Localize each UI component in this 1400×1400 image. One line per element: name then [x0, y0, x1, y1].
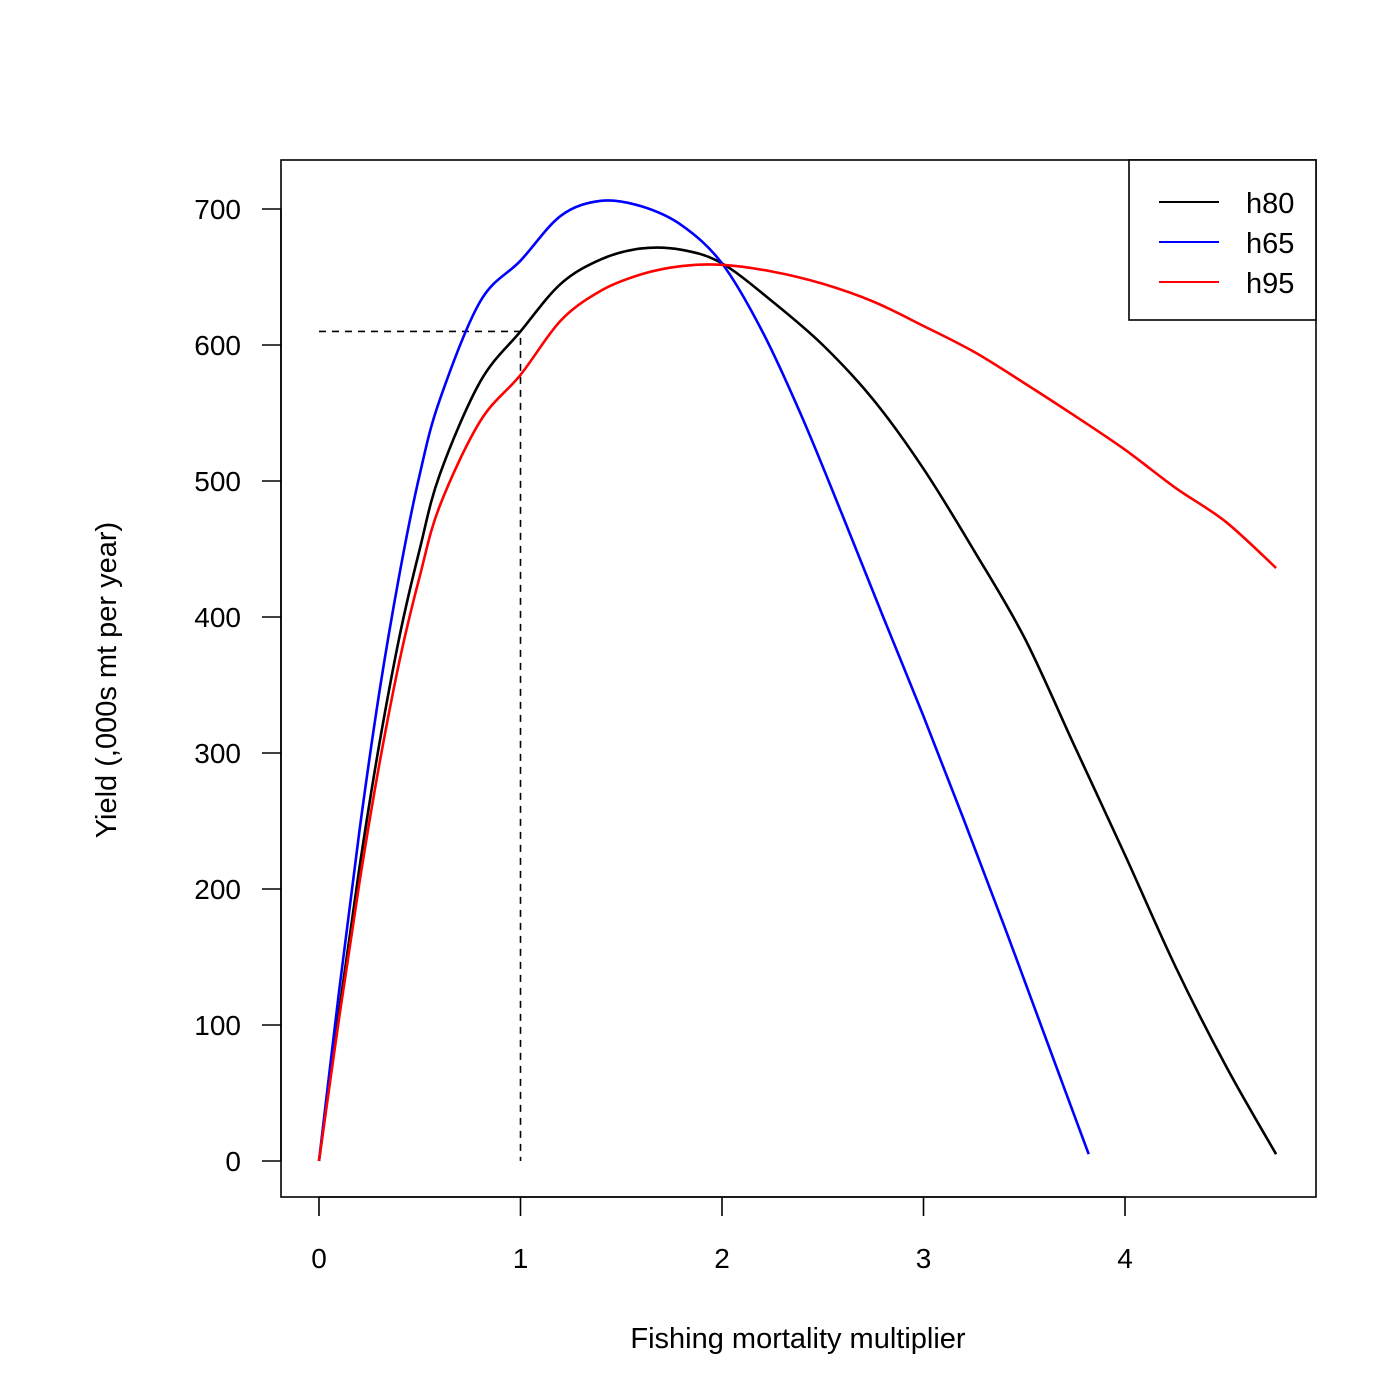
- y-tick-label: 400: [194, 602, 241, 633]
- y-axis: 0 100 200 300 400 500 600 700: [194, 194, 282, 1177]
- series-line-h65: [317, 199, 1090, 1162]
- y-tick-label: 700: [194, 194, 241, 225]
- legend: h80 h65 h95: [1128, 159, 1317, 321]
- x-axis: 0 1 2 3 4: [311, 1196, 1133, 1274]
- x-tick-label: 2: [714, 1243, 730, 1274]
- y-tick-label: 300: [194, 738, 241, 769]
- x-tick-label: 1: [513, 1243, 529, 1274]
- y-tick-label: 600: [194, 330, 241, 361]
- y-axis-title: Yield (,000s mt per year): [91, 522, 123, 838]
- y-tick-label: 0: [225, 1146, 241, 1177]
- x-axis-title: Fishing mortality multiplier: [630, 1323, 966, 1355]
- x-tick-label: 3: [916, 1243, 932, 1274]
- series-line-h95: [317, 263, 1277, 1162]
- y-tick-label: 100: [194, 1010, 241, 1041]
- y-tick-label: 500: [194, 466, 241, 497]
- reference-lines: [319, 330, 522, 1161]
- x-tick-label: 4: [1117, 1243, 1133, 1274]
- x-tick-label: 0: [311, 1243, 327, 1274]
- y-tick-label: 200: [194, 874, 241, 905]
- series-line-h80: [317, 246, 1278, 1162]
- reference-line: [319, 330, 522, 1161]
- legend-box: [1128, 159, 1317, 321]
- series-layer: [317, 199, 1278, 1162]
- legend-label-h65: h65: [1246, 228, 1294, 260]
- legend-label-h80: h80: [1246, 188, 1294, 220]
- legend-label-h95: h95: [1246, 268, 1294, 300]
